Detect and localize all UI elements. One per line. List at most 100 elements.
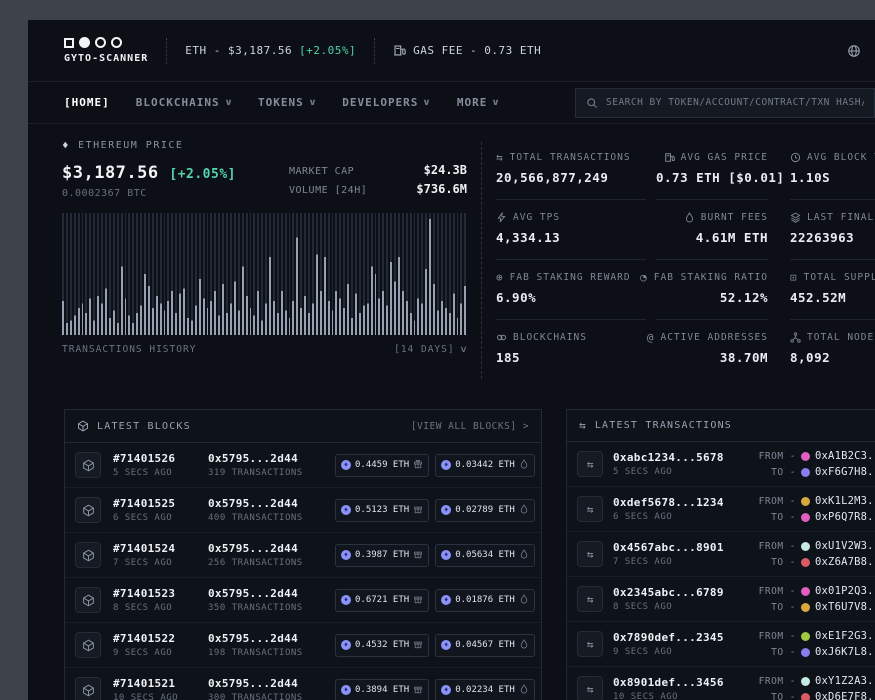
eth-token-icon: ♦ — [341, 550, 351, 560]
block-txn-count: 400 TRANSACTIONS — [208, 513, 323, 523]
nav-developers[interactable]: DEVELOPERS∨ — [342, 96, 431, 109]
eth-diamond-icon: ♦ — [62, 140, 70, 151]
to-address-link[interactable]: 0xJ6K7L8...M9N0 — [815, 646, 875, 658]
transaction-row: ⇆ 0x4567abc...89017 SECS AGO FROM -0xU1V… — [567, 532, 875, 577]
latest-transactions-title: ⇆ LATEST TRANSACTIONS — [579, 420, 732, 431]
from-avatar — [801, 632, 810, 641]
flame-icon — [519, 459, 529, 472]
block-miner-link[interactable]: 0x5795...2d44 — [208, 497, 323, 510]
block-number-link[interactable]: #71401522 — [113, 632, 208, 645]
block-number-link[interactable]: #71401523 — [113, 587, 208, 600]
txn-hash-link[interactable]: 0x4567abc...8901 — [613, 541, 748, 554]
block-number-link[interactable]: #71401524 — [113, 542, 208, 555]
from-address-link[interactable]: 0xY1Z2A3...B4C5 — [815, 675, 875, 687]
block-burnt-badge: ♦0.02789 ETH — [435, 499, 535, 522]
txn-time: 7 SECS AGO — [613, 557, 748, 567]
to-address-link[interactable]: 0xP6Q7R8...S9T0 — [815, 511, 875, 523]
eth-token-icon: ♦ — [341, 505, 351, 515]
txn-hash-link[interactable]: 0x2345abc...6789 — [613, 586, 748, 599]
eth-price-change: [+2.05%] — [169, 167, 236, 182]
nav-blockchains[interactable]: BLOCKCHAINS∨ — [136, 96, 232, 109]
stat-total-nodes: TOTAL NODES 8,092 — [790, 320, 875, 379]
from-address-link[interactable]: 0xE1F2G3...H4I5 — [815, 630, 875, 642]
block-row: #714015229 SECS AGO 0x5795...2d44198 TRA… — [65, 623, 541, 668]
globe-icon[interactable] — [847, 44, 861, 58]
swap-arrows-icon: ⇆ — [577, 451, 603, 477]
cube-icon — [75, 632, 101, 658]
block-miner-link[interactable]: 0x5795...2d44 — [208, 632, 323, 645]
block-miner-link[interactable]: 0x5795...2d44 — [208, 677, 323, 690]
block-time: 7 SECS AGO — [113, 558, 208, 568]
swap-arrows-icon: ⇆ — [577, 586, 603, 612]
swap-arrows-icon: ⇆ — [577, 676, 603, 700]
swap-arrows-icon: ⇆ — [577, 631, 603, 657]
block-number-link[interactable]: #71401525 — [113, 497, 208, 510]
nav-tokens[interactable]: TOKENS∨ — [258, 96, 316, 109]
block-miner-link[interactable]: 0x5795...2d44 — [208, 452, 323, 465]
flame-icon — [519, 639, 529, 652]
transaction-row: ⇆ 0x2345abc...67898 SECS AGO FROM -0x01P… — [567, 577, 875, 622]
to-label: TO - — [748, 692, 796, 700]
eth-price-text: ETH - $3,187.56 — [185, 44, 292, 57]
gift-icon — [413, 504, 423, 517]
cube-icon — [75, 677, 101, 700]
block-burnt-badge: ♦0.01876 ETH — [435, 589, 535, 612]
cube-icon — [75, 497, 101, 523]
txn-hash-link[interactable]: 0x8901def...3456 — [613, 676, 748, 689]
block-reward-badge: ♦0.5123 ETH — [335, 499, 429, 522]
range-selector[interactable]: [14 DAYS] ∨ — [394, 344, 467, 355]
gas-fee-text: GAS FEE - 0.73 ETH — [413, 44, 541, 57]
to-address-link[interactable]: 0xD6E7F8...G9H0 — [815, 691, 875, 700]
eth-price-value: $3,187.56 [+2.05%] — [62, 163, 236, 183]
eth-token-icon: ♦ — [441, 595, 451, 605]
gift-icon — [413, 549, 423, 562]
block-number-link[interactable]: #71401521 — [113, 677, 208, 690]
to-avatar — [801, 693, 810, 700]
eth-token-icon: ♦ — [441, 505, 451, 515]
from-avatar — [801, 677, 810, 686]
block-time: 10 SECS AGO — [113, 693, 208, 700]
latest-blocks-title: LATEST BLOCKS — [77, 420, 191, 432]
supply-icon: ⊡ — [790, 272, 798, 283]
from-address-link[interactable]: 0xA1B2C3...D4E5 — [815, 450, 875, 462]
stat-total-supply: ⊡TOTAL SUPPLY 452.52M — [790, 260, 875, 320]
chevron-down-icon: ∨ — [492, 98, 501, 108]
transaction-row: ⇆ 0x7890def...23459 SECS AGO FROM -0xE1F… — [567, 622, 875, 667]
to-avatar — [801, 603, 810, 612]
nav-home[interactable]: [HOME] — [64, 96, 110, 109]
block-miner-link[interactable]: 0x5795...2d44 — [208, 587, 323, 600]
from-label: FROM - — [748, 676, 796, 687]
txn-hash-link[interactable]: 0xdef5678...1234 — [613, 496, 748, 509]
from-address-link[interactable]: 0xU1V2W3...X4Y5 — [815, 540, 875, 552]
block-burnt-badge: ♦0.02234 ETH — [435, 679, 535, 700]
latest-blocks-panel: LATEST BLOCKS [VIEW ALL BLOCKS] > #71401… — [64, 409, 542, 700]
block-number-link[interactable]: #71401526 — [113, 452, 208, 465]
gas-pump-icon — [664, 152, 675, 163]
stat-active-addresses: @ACTIVE ADDRESSES 38.70M — [656, 320, 768, 379]
top-bar: GYTO-SCANNER ETH - $3,187.56 [+2.05%] GA… — [28, 20, 875, 82]
to-avatar — [801, 513, 810, 522]
search-icon — [586, 97, 598, 109]
cube-icon — [75, 542, 101, 568]
brand-logo[interactable]: GYTO-SCANNER — [64, 37, 148, 64]
from-address-link[interactable]: 0x01P2Q3...R4S5 — [815, 585, 875, 597]
to-address-link[interactable]: 0xT6U7V8...W9X0 — [815, 601, 875, 613]
view-all-blocks-link[interactable]: [VIEW ALL BLOCKS] > — [411, 421, 529, 432]
txn-time: 9 SECS AGO — [613, 647, 748, 657]
layers-icon — [790, 212, 801, 223]
from-avatar — [801, 587, 810, 596]
main-nav: [HOME] BLOCKCHAINS∨ TOKENS∨ DEVELOPERS∨ … — [28, 82, 875, 124]
block-miner-link[interactable]: 0x5795...2d44 — [208, 542, 323, 555]
flame-icon — [519, 549, 529, 562]
txn-hash-link[interactable]: 0xabc1234...5678 — [613, 451, 748, 464]
nav-more[interactable]: MORE∨ — [457, 96, 500, 109]
eth-token-icon: ♦ — [441, 550, 451, 560]
block-row: #714015256 SECS AGO 0x5795...2d44400 TRA… — [65, 488, 541, 533]
from-address-link[interactable]: 0xK1L2M3...N4O5 — [815, 495, 875, 507]
to-address-link[interactable]: 0xF6G7H8...I9J0 — [815, 466, 875, 478]
search-input[interactable] — [606, 97, 864, 108]
to-address-link[interactable]: 0xZ6A7B8...C9D0 — [815, 556, 875, 568]
block-txn-count: 319 TRANSACTIONS — [208, 468, 323, 478]
txn-hash-link[interactable]: 0x7890def...2345 — [613, 631, 748, 644]
to-avatar — [801, 648, 810, 657]
